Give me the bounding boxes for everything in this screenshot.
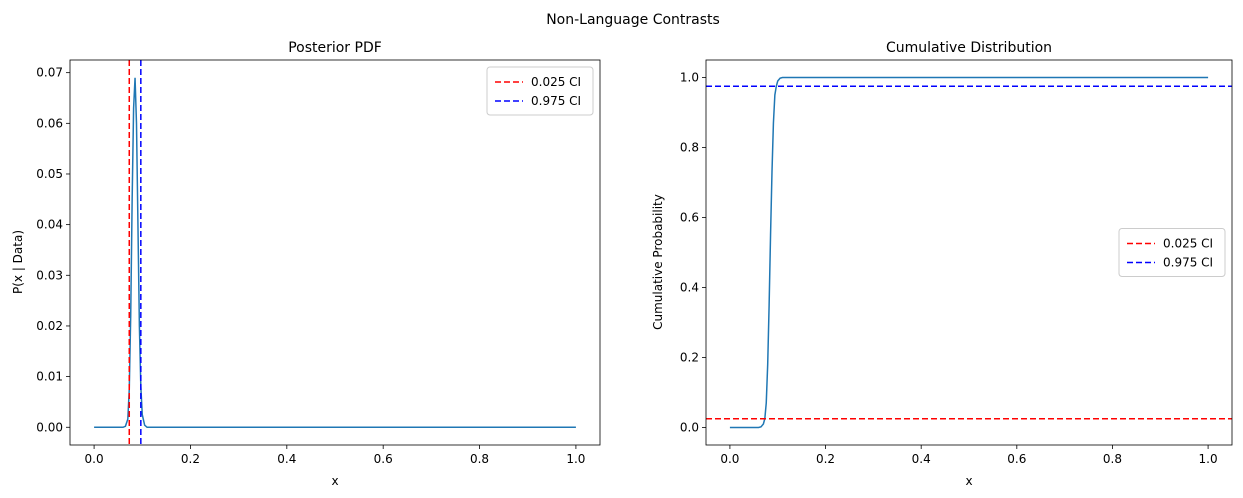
left-panel: Posterior PDF x P(x | Data) 0.0 0.2 0.4 0.6… (11, 40, 601, 488)
right-plot-area: 0.0 0.2 0.4 0.6 0.8 1.0 0.0 0.2 0.4 0.6 0.8 1.0 0.02… (680, 59, 1233, 466)
right-legend-label-1: 0.975 CI (1163, 256, 1213, 270)
left-y-tick-label: 0.01 (36, 370, 63, 384)
left-y-axis-label: P(x | Data) (11, 230, 25, 294)
left-legend-label-0: 0.025 CI (531, 75, 581, 89)
right-x-tick-label: 1.0 (1199, 452, 1218, 466)
left-chart-title: Posterior PDF (288, 40, 382, 56)
right-legend: 0.025 CI 0.975 CI (1118, 228, 1226, 277)
left-legend-box (486, 66, 594, 116)
left-y-tick-label: 0.06 (36, 116, 63, 130)
right-x-axis-label: x (965, 474, 972, 488)
right-y-tick-label: 0.8 (680, 141, 699, 155)
left-x-tick-label: 0.4 (277, 452, 296, 466)
right-axes-frame (705, 59, 1233, 446)
right-x-tick-label: 0.6 (1007, 452, 1026, 466)
left-y-tick-label: 0.07 (36, 66, 63, 80)
left-y-tick-label: 0.05 (36, 167, 63, 181)
right-legend-box (1118, 228, 1226, 277)
right-x-tick-label: 0.8 (1103, 452, 1122, 466)
left-y-tick-label: 0.02 (36, 319, 63, 333)
left-plot-area: 0.0 0.2 0.4 0.6 0.8 1.0 0.00 0.01 0.02 0.03 0.04 0.… (36, 59, 601, 466)
right-panel: Cumulative Distribution x Cumulative Pro… (651, 40, 1233, 488)
right-chart-title: Cumulative Distribution (886, 40, 1052, 56)
left-axes-frame (69, 59, 601, 446)
left-x-tick-label: 0.8 (470, 452, 489, 466)
right-curve-line (729, 76, 1209, 429)
right-y-tick-label: 0.2 (680, 351, 699, 365)
left-y-tick-label: 0.03 (36, 268, 63, 282)
left-x-tick-label: 0.0 (85, 452, 104, 466)
right-x-tick-label: 0.4 (912, 452, 931, 466)
figure-suptitle: Non-Language Contrasts (546, 12, 720, 28)
left-legend-label-1: 0.975 CI (531, 94, 581, 108)
left-x-tick-label: 1.0 (566, 452, 585, 466)
right-legend-label-0: 0.025 CI (1163, 237, 1213, 251)
right-x-tick-label: 0.2 (816, 452, 835, 466)
right-y-tick-label: 1.0 (680, 71, 699, 85)
right-x-tick-label: 0.0 (720, 452, 739, 466)
right-y-tick-label: 0.4 (680, 281, 699, 295)
left-curve-line (94, 77, 576, 429)
left-x-axis-label: x (331, 474, 338, 488)
right-y-tick-label: 0.6 (680, 211, 699, 225)
right-y-tick-label: 0.0 (680, 421, 699, 435)
left-y-tick-label: 0.00 (36, 420, 63, 434)
left-legend: 0.025 CI 0.975 CI (486, 66, 594, 116)
right-y-axis-label: Cumulative Probability (651, 194, 665, 330)
left-y-tick-label: 0.04 (36, 218, 63, 232)
left-x-tick-label: 0.6 (374, 452, 393, 466)
left-x-tick-label: 0.2 (181, 452, 200, 466)
